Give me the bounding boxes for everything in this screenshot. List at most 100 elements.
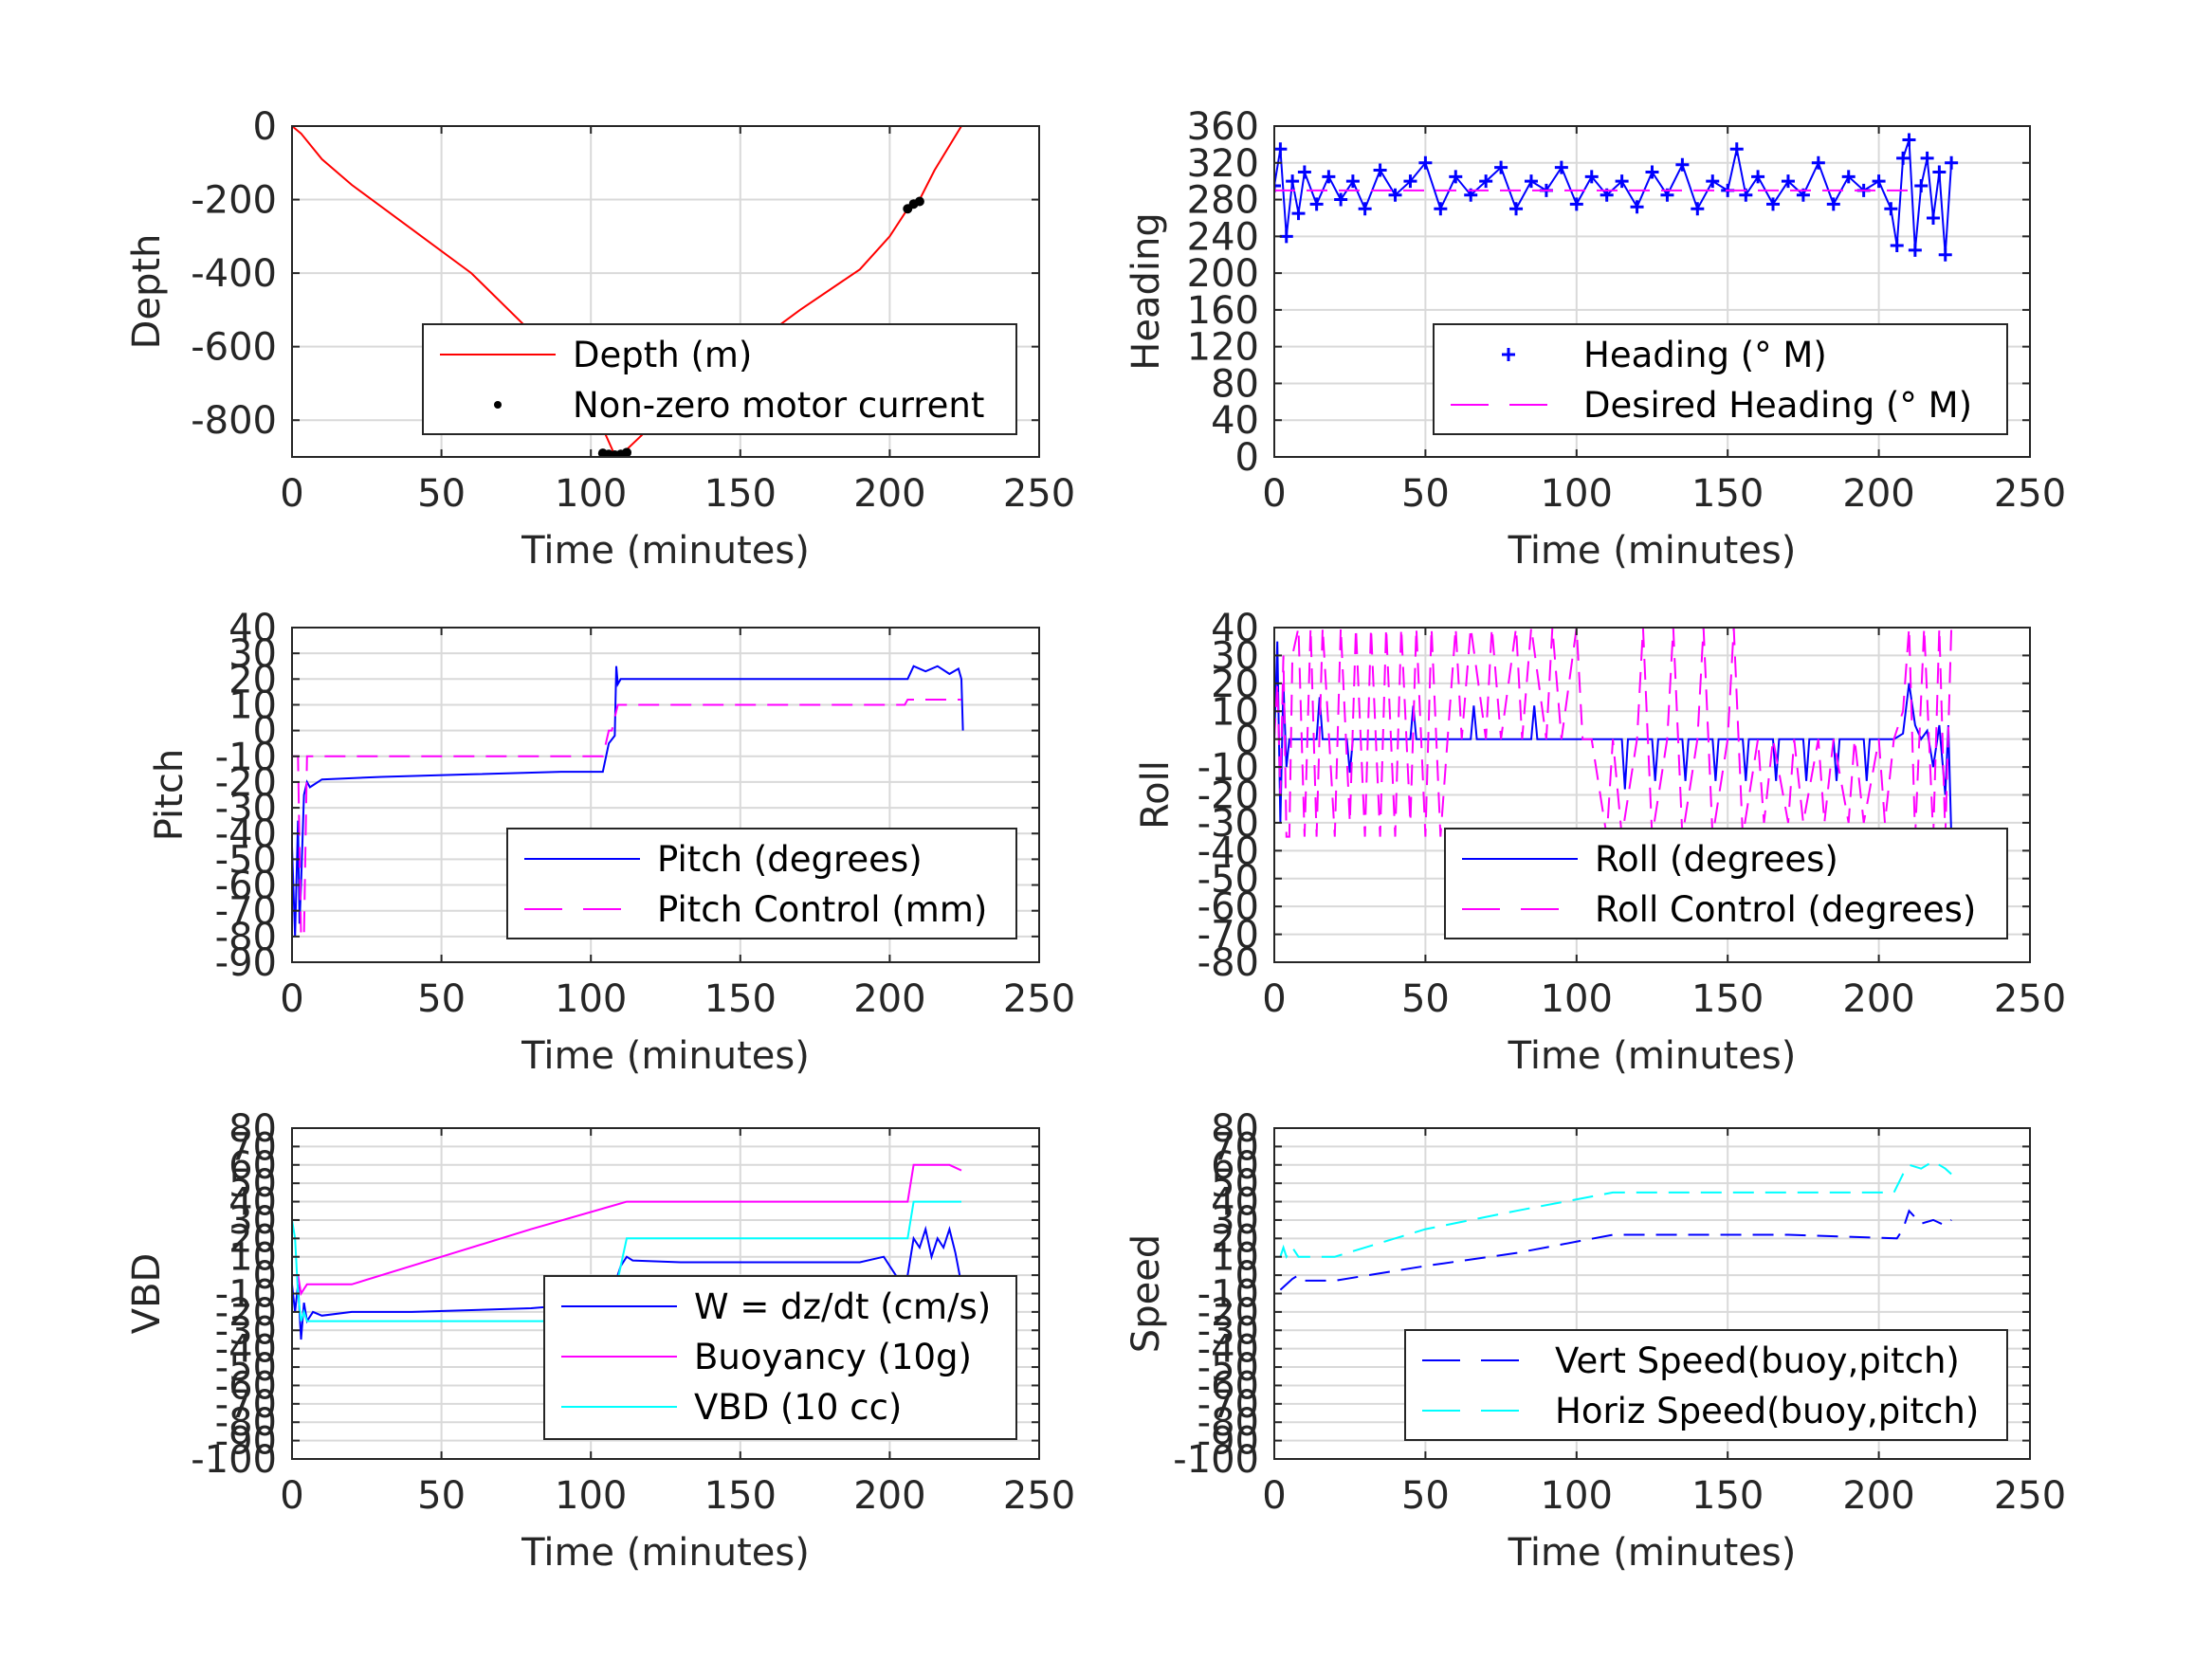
- legend-label: Pitch Control (mm): [657, 889, 987, 930]
- y-tick-label: -30: [1197, 1309, 1259, 1353]
- legend-box: [1404, 1329, 2008, 1441]
- y-tick-label: 80: [229, 1107, 277, 1151]
- y-tick-label: -40: [215, 812, 277, 856]
- x-tick-label: 50: [417, 977, 466, 1021]
- y-tick-label: 70: [229, 1125, 277, 1169]
- series-group: [1274, 133, 1959, 262]
- y-tick-label: -10: [1197, 1273, 1259, 1317]
- y-tick-label: -60: [215, 1364, 277, 1408]
- series-line-2: [1274, 628, 1953, 838]
- x-tick-label: 200: [853, 1474, 925, 1518]
- axes-box: [291, 125, 1040, 458]
- y-tick-label: -100: [191, 1438, 277, 1482]
- y-tick-label: -80: [1197, 1401, 1259, 1445]
- legend-label: Non-zero motor current: [573, 385, 984, 426]
- y-tick-label: 60: [1211, 1144, 1259, 1188]
- y-tick-label: 50: [229, 1162, 277, 1206]
- legend-box: [506, 828, 1017, 939]
- y-axis-label: VBD: [125, 1253, 169, 1335]
- series-group: [292, 126, 962, 457]
- x-tick-label: 100: [1541, 977, 1613, 1021]
- y-tick-label: 30: [229, 1199, 277, 1243]
- chart-pitch: 0 50 100 150 200 250403020100-10-20-30-40-50-…: [148, 607, 1075, 1078]
- x-tick-label: 200: [1842, 977, 1914, 1021]
- legend-label: Vert Speed(buoy,pitch): [1555, 1340, 1960, 1381]
- y-tick-label: 80: [1211, 362, 1259, 406]
- legend: Pitch (degrees) Pitch Control (mm): [506, 828, 1017, 939]
- axes-box: [1273, 125, 2031, 458]
- chart-roll: 0 50 100 150 200 250403020100-10-20-30-40-50-…: [1134, 607, 2066, 1078]
- y-tick-label: -20: [215, 761, 277, 805]
- x-tick-label: 150: [704, 472, 777, 516]
- x-tick-label: 200: [1842, 472, 1914, 516]
- chart-speed: 0 50 100 150 200 25080706050403020100-10-20-3…: [1124, 1107, 2066, 1575]
- y-tick-label: 80: [1211, 1107, 1259, 1151]
- x-tick-label: 250: [1994, 472, 2066, 516]
- y-tick-label: -90: [1197, 1420, 1259, 1464]
- y-tick-label: 40: [1211, 1181, 1259, 1225]
- legend-label: VBD (10 cc): [694, 1387, 902, 1428]
- legend-label: Horiz Speed(buoy,pitch): [1555, 1391, 1979, 1431]
- y-axis-label: Heading: [1124, 212, 1168, 370]
- chart-vbd: 0 50 100 150 200 25080706050403020100-10-20-3…: [125, 1107, 1075, 1575]
- y-tick-label: 0: [253, 710, 277, 754]
- x-tick-label: 200: [1842, 1474, 1914, 1518]
- y-tick-label: 40: [229, 607, 277, 650]
- y-tick-label: 10: [1211, 1236, 1259, 1280]
- y-tick-label: 20: [229, 1217, 277, 1261]
- x-tick-label: 0: [280, 977, 303, 1021]
- y-tick-label: 160: [1187, 289, 1259, 333]
- y-tick-label: 70: [1211, 1125, 1259, 1169]
- y-tick-label: 10: [229, 684, 277, 727]
- legend-label: Roll Control (degrees): [1595, 889, 1976, 930]
- x-tick-label: 0: [280, 1474, 303, 1518]
- y-tick-label: 50: [1211, 1162, 1259, 1206]
- y-tick-label: 40: [1211, 607, 1259, 650]
- legend-label: Heading (° M): [1583, 335, 1827, 375]
- y-tick-label: 30: [229, 632, 277, 676]
- y-tick-label: -800: [191, 399, 277, 443]
- y-tick-label: -60: [1197, 1364, 1259, 1408]
- series-point: [1274, 179, 1281, 193]
- series-point: [622, 447, 632, 457]
- series-point: [914, 196, 924, 207]
- legend-label: Buoyancy (10g): [694, 1337, 972, 1377]
- y-tick-label: 0: [253, 1254, 277, 1298]
- y-tick-label: 10: [1211, 690, 1259, 734]
- legend-label: Depth (m): [573, 335, 752, 375]
- x-axis-label: Time (minutes): [521, 529, 810, 573]
- y-tick-label: -20: [1197, 775, 1259, 818]
- y-tick-label: -60: [215, 865, 277, 908]
- x-tick-label: 100: [1541, 472, 1613, 516]
- y-tick-label: -10: [215, 736, 277, 779]
- y-tick-label: 240: [1187, 215, 1259, 259]
- y-tick-label: 30: [1211, 1199, 1259, 1243]
- y-axis-label: Speed: [1124, 1234, 1168, 1353]
- series-line-2: [292, 699, 961, 938]
- x-tick-label: 150: [704, 977, 777, 1021]
- x-tick-label: 0: [1262, 472, 1286, 516]
- series-line-2: [292, 1163, 962, 1297]
- y-tick-label: -20: [1197, 1291, 1259, 1335]
- y-tick-label: 360: [1187, 105, 1259, 149]
- x-tick-label: 250: [1003, 472, 1075, 516]
- chart-heading: 0 50 100 150 200 2500408012016020024028032036…: [1124, 105, 2066, 573]
- axes-box: [291, 627, 1040, 963]
- y-tick-label: -200: [191, 179, 277, 223]
- x-tick-label: 50: [417, 472, 466, 516]
- y-tick-label: -30: [215, 1309, 277, 1353]
- y-tick-label: 0: [1235, 719, 1259, 762]
- x-tick-label: 200: [853, 472, 925, 516]
- y-tick-label: -50: [1197, 858, 1259, 902]
- y-tick-label: -400: [191, 252, 277, 296]
- y-tick-label: 20: [1211, 663, 1259, 706]
- x-tick-label: 150: [1691, 472, 1764, 516]
- legend-label: Pitch (degrees): [657, 839, 923, 880]
- x-axis-label: Time (minutes): [1508, 1531, 1797, 1575]
- y-tick-label: 120: [1187, 326, 1259, 370]
- y-tick-label: 60: [229, 1144, 277, 1188]
- y-tick-label: 200: [1187, 252, 1259, 296]
- y-tick-label: -80: [215, 1401, 277, 1445]
- y-tick-label: -30: [215, 787, 277, 830]
